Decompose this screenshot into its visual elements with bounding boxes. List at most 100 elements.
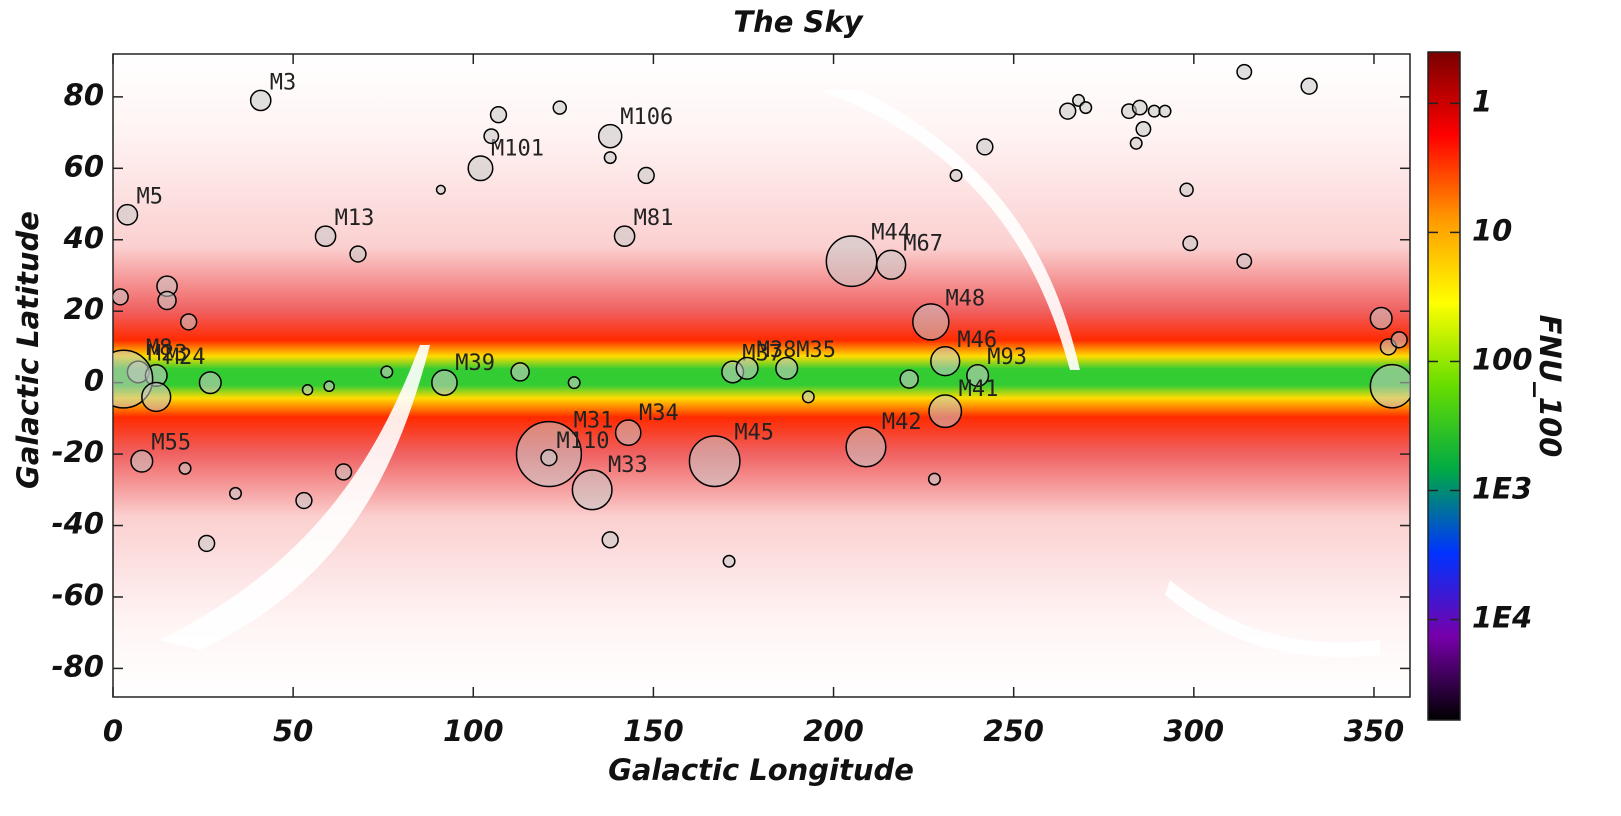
object-marker [615,226,635,246]
object-marker [1183,236,1197,250]
object-marker [950,170,962,182]
object-label: M39 [455,351,495,376]
x-tick-label: 50 [273,714,313,748]
y-tick-label: 20 [64,292,104,326]
x-tick-label: 300 [1164,714,1225,748]
y-tick-label: 0 [84,364,104,398]
object-label: M34 [639,401,679,426]
x-tick-label: 250 [983,714,1044,748]
object-marker [572,470,612,510]
colorbar-tick-label: 100 [1472,342,1533,376]
object-marker [199,535,215,551]
object-label: M67 [903,232,943,257]
object-marker [484,129,498,143]
object-marker [491,107,507,123]
object-marker [303,385,313,395]
y-tick-label: -80 [52,649,104,683]
y-axis-title: Galactic Latitude [11,211,45,489]
object-label: M8 [146,336,173,361]
object-marker [315,226,335,246]
object-marker [1080,102,1092,114]
object-marker [977,139,993,155]
object-label: M13 [335,206,375,231]
y-tick-label: 60 [64,149,104,183]
object-label: M33 [608,453,648,478]
object-marker [1370,365,1413,408]
object-marker [1301,78,1317,94]
colorbar-tick-label: 1 [1472,84,1492,118]
object-marker [616,420,641,445]
object-marker [723,555,735,567]
y-tick-label: 80 [64,78,104,112]
object-marker [1148,105,1160,117]
object-marker [381,366,393,378]
object-marker [437,185,446,194]
object-label: M48 [945,286,985,311]
object-marker [900,370,918,388]
object-marker [1136,122,1150,136]
object-marker [199,372,221,394]
object-marker [117,205,137,225]
object-marker [131,450,153,472]
object-marker [877,250,906,279]
density-map [113,54,1410,697]
object-marker [1180,183,1193,196]
object-label: M106 [620,105,673,130]
object-marker [803,391,815,403]
x-tick-label: 200 [803,714,864,748]
object-marker [1130,138,1142,150]
object-marker [324,381,334,391]
object-marker [689,436,739,486]
object-marker [296,493,312,509]
object-marker [1237,65,1251,79]
object-marker [511,363,529,381]
object-marker [1133,100,1147,114]
object-marker [599,125,622,148]
object-marker [931,347,960,376]
object-marker [736,358,758,380]
object-marker [1159,105,1171,117]
x-tick-label: 0 [103,714,123,748]
object-label: M93 [987,345,1027,370]
object-label: M38 [757,338,797,363]
object-marker [230,488,242,500]
colorbar-tick-label: 1E3 [1472,472,1532,506]
object-marker [251,90,271,110]
object-marker [929,473,941,485]
colorbar-tick-label: 1E4 [1472,601,1532,635]
colorbar-tick-label: 10 [1472,213,1512,247]
object-marker [568,377,580,389]
sky-background [113,54,1410,697]
object-marker [336,464,352,480]
object-label: M45 [734,421,774,446]
y-tick-label: -60 [52,578,104,612]
chart: The Sky Galactic Longitude Galactic Lati… [0,0,1621,816]
object-marker [541,450,557,466]
object-label: M81 [634,206,674,231]
object-marker [846,427,886,467]
object-label: M110 [556,429,609,454]
x-tick-label: 350 [1344,714,1405,748]
object-marker [1370,308,1392,330]
object-marker [112,289,128,305]
object-marker [350,246,366,262]
object-marker [826,236,876,286]
x-tick-label: 150 [623,714,684,748]
x-tick-label: 100 [443,714,504,748]
object-label: M5 [136,185,163,210]
object-marker [432,370,457,395]
object-marker [1391,332,1407,348]
object-marker [142,383,171,412]
object-marker [468,156,492,180]
object-label: M41 [959,377,999,402]
object-marker [181,314,197,330]
object-marker [602,532,618,548]
object-marker [553,101,566,114]
y-tick-label: 40 [63,221,104,255]
object-marker [913,304,949,340]
y-tick-label: -40 [52,507,104,541]
object-marker [158,291,176,309]
object-label: M3 [270,70,297,95]
object-marker [1237,254,1251,268]
object-label: M101 [491,137,544,162]
